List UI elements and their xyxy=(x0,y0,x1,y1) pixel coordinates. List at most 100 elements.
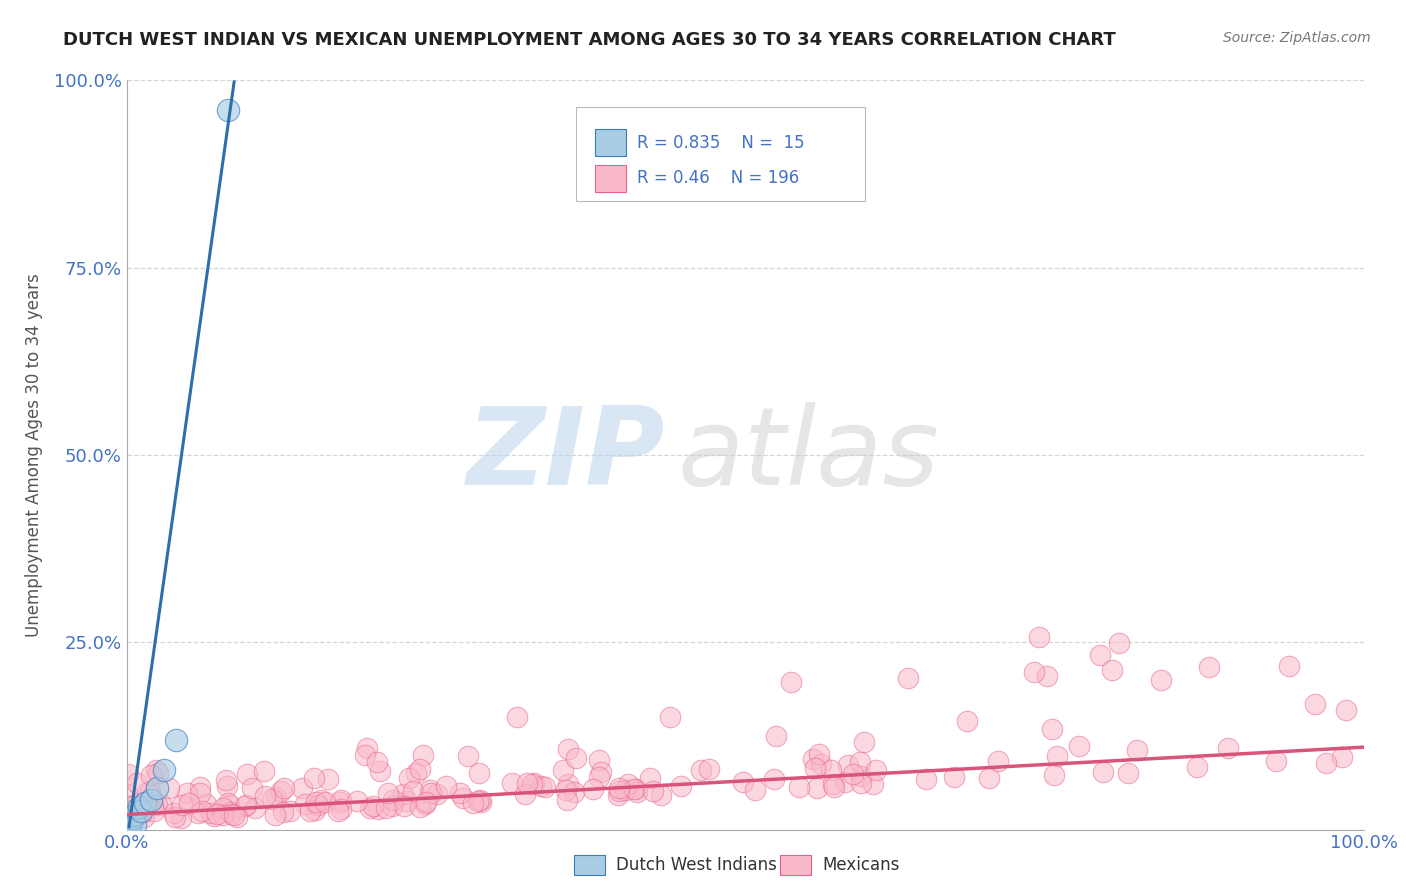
Point xyxy=(607,781,630,796)
Point xyxy=(177,796,200,810)
Point xyxy=(1067,739,1090,753)
Point xyxy=(242,780,264,795)
Point xyxy=(128,800,150,814)
Point xyxy=(150,797,173,811)
Point xyxy=(763,772,786,786)
Point xyxy=(392,799,415,814)
Point xyxy=(205,807,228,822)
Point xyxy=(554,782,576,797)
Point xyxy=(942,770,965,784)
Point xyxy=(849,776,872,790)
Point xyxy=(849,755,872,769)
Point xyxy=(449,786,471,800)
Point xyxy=(697,762,720,776)
Point xyxy=(329,795,352,809)
Point xyxy=(304,803,326,817)
Point xyxy=(127,806,149,821)
Point xyxy=(366,756,388,770)
Point xyxy=(200,805,222,820)
Point xyxy=(273,781,295,796)
Point xyxy=(626,785,648,799)
Point xyxy=(117,767,139,781)
Point xyxy=(217,797,239,811)
Point xyxy=(271,805,294,819)
Point xyxy=(188,780,211,794)
Point xyxy=(124,818,146,832)
Point xyxy=(176,786,198,800)
Point xyxy=(415,795,437,809)
Point xyxy=(235,797,257,812)
Point xyxy=(122,807,145,822)
Point xyxy=(415,797,437,812)
Point xyxy=(134,810,156,824)
Point xyxy=(607,783,630,797)
Point xyxy=(557,777,579,791)
Point xyxy=(291,781,314,796)
Point xyxy=(849,769,872,783)
Point xyxy=(131,805,153,819)
Point xyxy=(377,786,399,800)
Point xyxy=(219,805,242,819)
Point xyxy=(419,782,441,797)
Point xyxy=(467,794,489,808)
Point xyxy=(219,806,242,821)
Point xyxy=(614,782,637,797)
Point xyxy=(1187,760,1209,774)
Text: R = 0.835    N =  15: R = 0.835 N = 15 xyxy=(637,134,804,152)
Point xyxy=(118,808,141,822)
Point xyxy=(1116,766,1139,780)
Point xyxy=(553,764,575,778)
Point xyxy=(217,103,239,118)
Point xyxy=(409,799,432,814)
Point xyxy=(789,780,811,794)
Point xyxy=(589,765,612,780)
Point xyxy=(142,797,165,812)
Point xyxy=(513,788,536,802)
Point xyxy=(226,809,249,823)
Point xyxy=(520,777,543,791)
Point xyxy=(733,775,755,789)
Point xyxy=(810,757,832,772)
Point xyxy=(354,748,377,763)
Point xyxy=(1198,660,1220,674)
Point xyxy=(1036,669,1059,683)
Point xyxy=(142,804,165,818)
Point xyxy=(501,776,523,790)
Point xyxy=(1278,659,1301,673)
Point xyxy=(367,802,389,816)
Point xyxy=(623,781,645,796)
Point xyxy=(1043,768,1066,782)
Point xyxy=(121,811,143,825)
Point xyxy=(1101,663,1123,677)
Point xyxy=(405,766,427,780)
Point xyxy=(236,767,259,781)
Point xyxy=(669,780,692,794)
Point xyxy=(523,776,546,790)
Point xyxy=(780,674,803,689)
Point xyxy=(212,807,235,822)
Text: atlas: atlas xyxy=(678,402,939,508)
Point xyxy=(557,741,579,756)
Point xyxy=(841,767,863,781)
Point xyxy=(516,776,538,790)
Point xyxy=(141,792,163,806)
Point xyxy=(262,792,284,806)
Point xyxy=(409,762,432,776)
Point xyxy=(564,785,586,799)
Point xyxy=(314,795,336,809)
Point xyxy=(294,797,316,812)
Point xyxy=(534,780,557,795)
Point xyxy=(689,763,711,777)
Point xyxy=(807,747,830,762)
Point xyxy=(1315,756,1337,771)
Point xyxy=(159,780,181,795)
Point xyxy=(299,804,322,818)
Point xyxy=(457,748,479,763)
Point xyxy=(148,766,170,780)
Point xyxy=(141,768,163,782)
Point xyxy=(217,779,239,793)
Point xyxy=(638,772,661,786)
Point xyxy=(253,764,276,778)
Point xyxy=(412,747,434,762)
Point xyxy=(117,819,139,833)
